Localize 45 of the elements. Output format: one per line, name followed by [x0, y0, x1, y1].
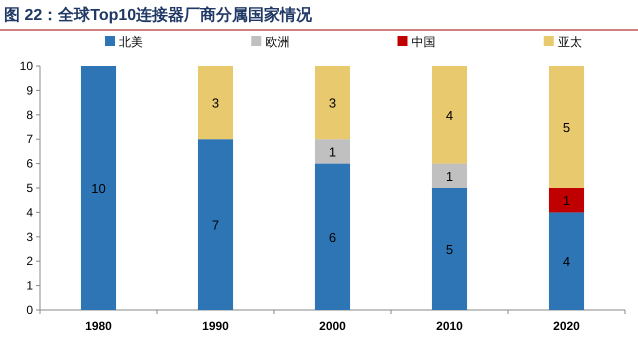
x-tick-label: 1990	[202, 319, 230, 333]
bar	[432, 164, 468, 188]
bar	[314, 139, 350, 164]
data-label: 5	[446, 242, 454, 257]
y-tick-label: 2	[26, 254, 34, 268]
bar	[314, 66, 350, 140]
bar	[432, 188, 468, 310]
data-label: 1	[328, 144, 336, 160]
y-tick-label: 10	[20, 59, 34, 73]
x-tick-label: 1980	[85, 319, 112, 333]
bar	[548, 188, 584, 212]
y-tick-label: 7	[26, 132, 34, 146]
legend-label: 欧洲	[265, 35, 290, 49]
data-label: 3	[212, 96, 220, 111]
y-tick-label: 8	[26, 108, 34, 122]
bar	[198, 139, 234, 310]
bar	[80, 66, 116, 310]
data-label: 3	[328, 96, 336, 111]
y-tick-label: 1	[26, 278, 34, 293]
y-tick-label: 0	[26, 303, 34, 317]
data-label: 5	[562, 120, 570, 135]
bar	[314, 164, 350, 310]
bar	[432, 66, 468, 164]
bar	[548, 212, 584, 310]
data-label: 1	[562, 193, 570, 208]
chart-title: 图 22：全球Top10连接器厂商分属国家情况	[4, 5, 314, 24]
x-tick-label: 2010	[436, 319, 464, 333]
y-tick-label: 5	[26, 181, 34, 195]
legend-label: 中国	[412, 35, 436, 49]
data-label: 10	[91, 181, 106, 196]
bar	[548, 66, 584, 188]
data-label: 1	[446, 168, 454, 184]
y-tick-label: 4	[26, 205, 34, 220]
y-tick-label: 3	[26, 230, 34, 244]
y-tick-label: 6	[26, 156, 34, 171]
legend-label: 北美	[119, 35, 143, 49]
bar	[198, 66, 234, 140]
data-label: 6	[328, 230, 336, 245]
data-label: 7	[212, 218, 220, 233]
data-label: 4	[446, 108, 454, 123]
data-label: 4	[562, 254, 570, 270]
legend-label: 亚太	[558, 35, 582, 49]
x-tick-label: 2020	[553, 319, 580, 333]
x-tick-label: 2000	[319, 319, 346, 333]
y-tick-label: 9	[26, 83, 34, 98]
